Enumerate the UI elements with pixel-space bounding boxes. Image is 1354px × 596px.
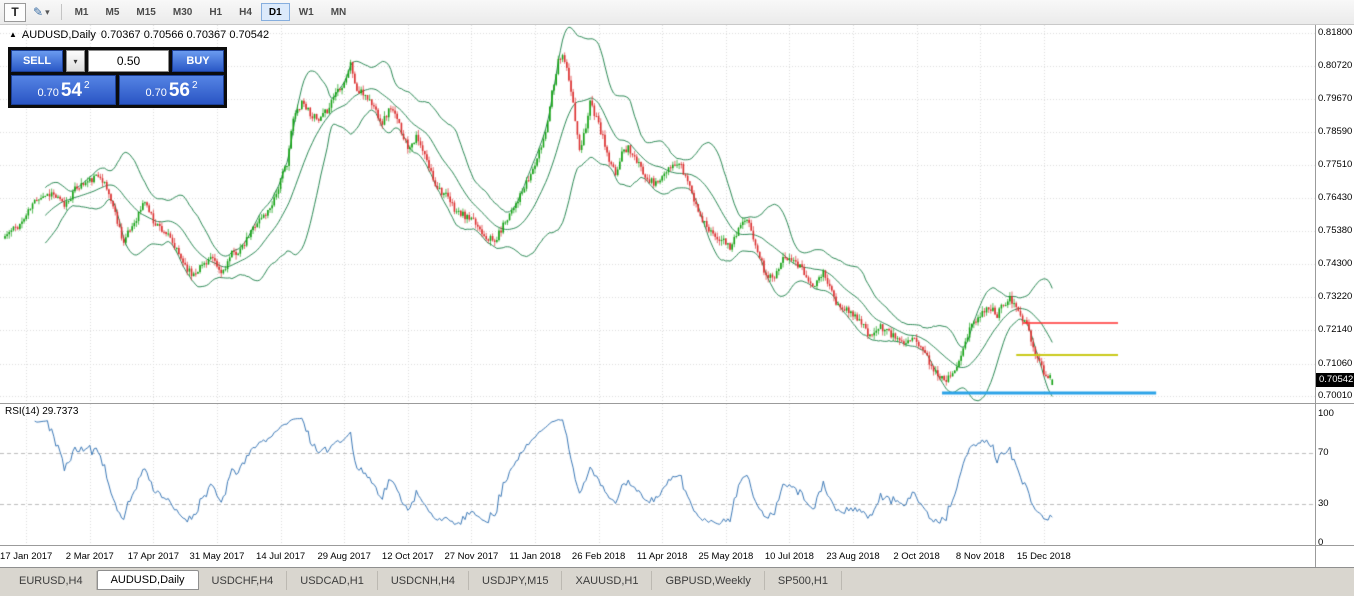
chevron-down-icon: ▾ — [73, 56, 78, 66]
chart-tab-gbpusd-weekly[interactable]: GBPUSD,Weekly — [652, 571, 765, 590]
time-scale-label: 11 Apr 2018 — [636, 551, 688, 562]
buy-price-big-digits: 56 — [168, 79, 190, 101]
chart-tabbar: EURUSD,H4 AUDUSD,Daily USDCHF,H4 USDCAD,H1 U… — [0, 567, 1354, 596]
time-scale-label: 29 Aug 2017 — [317, 551, 371, 562]
timeframe-button-mn[interactable]: MN — [330, 6, 347, 18]
chart-tab-sp500-h1[interactable]: SP500,H1 — [765, 571, 842, 590]
rsi-scale-label: 100 — [1318, 408, 1334, 419]
time-scale-label: 2 Oct 2018 — [893, 551, 940, 562]
price-scale-label: 0.70010 — [1318, 390, 1353, 401]
timeframe-buttons: M1 M5 M15 M30 H1 H4 D1 W1 MN — [67, 3, 355, 21]
chart-tool-button[interactable]: T — [4, 2, 26, 22]
price-scale-label: 0.76430 — [1318, 192, 1353, 204]
timeframe-button-m5[interactable]: M5 — [105, 6, 120, 18]
price-scale-label: 0.71060 — [1318, 357, 1353, 369]
sell-price-big-digits: 54 — [60, 79, 82, 101]
chevron-down-icon: ▾ — [45, 6, 50, 17]
time-scale-label: 17 Jan 2017 — [0, 551, 53, 562]
time-scale-label: 2 Mar 2017 — [65, 551, 114, 562]
volume-input[interactable] — [88, 50, 169, 72]
time-scale-label: 14 Jul 2017 — [256, 551, 306, 562]
price-scale-label: 0.75380 — [1318, 224, 1353, 236]
time-scale-label: 12 Oct 2017 — [381, 551, 434, 562]
chart-tab-usdcad-h1[interactable]: USDCAD,H1 — [287, 571, 378, 590]
toolbar-separator — [60, 4, 62, 20]
chart-ohlc-values: 0.70367 0.70566 0.70367 0.70542 — [100, 29, 270, 41]
time-axis-divider — [0, 545, 1354, 546]
price-scale-label: 0.73220 — [1318, 291, 1353, 303]
panel-divider[interactable] — [0, 403, 1354, 404]
time-scale-label: 10 Jul 2018 — [764, 551, 814, 562]
price-scale-label: 0.81800 — [1318, 27, 1353, 38]
one-click-trading-panel: SELL ▾ BUY 0.70 54 2 0.70 56 2 — [8, 47, 227, 108]
rsi-scale-label: 30 — [1318, 498, 1329, 510]
rsi-scale-label: 0 — [1318, 537, 1324, 548]
time-scale-label: 27 Nov 2017 — [444, 551, 499, 562]
chart-tab-audusd-daily[interactable]: AUDUSD,Daily — [96, 570, 199, 590]
rsi-scale-label: 70 — [1318, 446, 1329, 458]
pencil-icon: ✎ — [33, 5, 44, 19]
buy-price-pipette: 2 — [192, 80, 198, 91]
sell-price-pipette: 2 — [84, 80, 90, 91]
price-scale-label: 0.74300 — [1318, 257, 1353, 269]
chart-symbol-period: AUDUSD,Daily — [21, 29, 96, 41]
sell-button[interactable]: SELL — [11, 50, 63, 72]
volume-dropdown-button[interactable]: ▾ — [66, 50, 85, 72]
chart-tab-usdchf-h4[interactable]: USDCHF,H4 — [199, 571, 288, 590]
price-scale-label: 0.78590 — [1318, 125, 1353, 137]
buy-price-display[interactable]: 0.70 56 2 — [119, 75, 224, 105]
time-scale-label: 17 Apr 2017 — [127, 551, 180, 562]
price-scale-label: 0.80720 — [1318, 60, 1353, 72]
time-scale-label: 23 Aug 2018 — [826, 551, 880, 562]
chart-area — [0, 25, 1354, 567]
draw-tool-button[interactable]: ✎ ▾ — [29, 3, 54, 22]
buy-button[interactable]: BUY — [172, 50, 224, 72]
current-price-badge: 0.70542 — [1316, 372, 1354, 387]
price-scale-label: 0.72140 — [1318, 324, 1353, 336]
timeframe-button-m30[interactable]: M30 — [172, 6, 193, 18]
time-scale-label: 8 Nov 2018 — [955, 551, 1005, 562]
time-scale-label: 31 May 2017 — [189, 551, 245, 562]
sell-price-prefix: 0.70 — [37, 86, 59, 99]
rsi-indicator-label: RSI(14) 29.7373 — [5, 406, 79, 417]
price-scale-border — [1315, 25, 1316, 567]
timeframe-button-w1[interactable]: W1 — [298, 6, 314, 18]
chart-title: ▲ AUDUSD,Daily 0.70367 0.70566 0.70367 0… — [9, 29, 269, 41]
price-scale-label: 0.77510 — [1318, 159, 1353, 171]
timeframe-button-h4[interactable]: H4 — [239, 6, 252, 18]
time-scale-label: 11 Jan 2018 — [509, 551, 561, 562]
timeframe-button-d1[interactable]: D1 — [260, 3, 290, 21]
time-scale-label: 25 May 2018 — [698, 551, 754, 562]
price-scale-label: 0.79670 — [1318, 92, 1353, 104]
chart-tab-xauusd-h1[interactable]: XAUUSD,H1 — [562, 571, 653, 590]
chart-tab-usdjpy-m15[interactable]: USDJPY,M15 — [469, 571, 563, 590]
time-scale-label: 15 Dec 2018 — [1016, 551, 1071, 562]
chart-tab-eurusd-h4[interactable]: EURUSD,H4 — [6, 571, 97, 590]
timeframe-button-m15[interactable]: M15 — [136, 6, 156, 18]
chart-symbol-icon: ▲ — [9, 30, 17, 39]
price-scale[interactable]: 0.70542 0.81800 0.80720 0.79670 0.78590 0.77… — [1316, 25, 1354, 567]
chart-canvas[interactable] — [0, 25, 1354, 567]
time-scale-label: 26 Feb 2018 — [571, 551, 626, 562]
chart-tab-usdcnh-h4[interactable]: USDCNH,H4 — [378, 571, 470, 590]
timeframe-button-h1[interactable]: H1 — [209, 6, 223, 18]
timeframe-button-m1[interactable]: M1 — [74, 6, 89, 18]
time-scale[interactable]: 17 Jan 2017 2 Mar 2017 17 Apr 2017 31 May 2… — [0, 546, 1315, 567]
main-toolbar: T ✎ ▾ M1 M5 M15 M30 H1 H4 D1 W1 MN — [0, 0, 1354, 25]
buy-price-prefix: 0.70 — [145, 86, 167, 99]
sell-price-display[interactable]: 0.70 54 2 — [11, 75, 116, 105]
